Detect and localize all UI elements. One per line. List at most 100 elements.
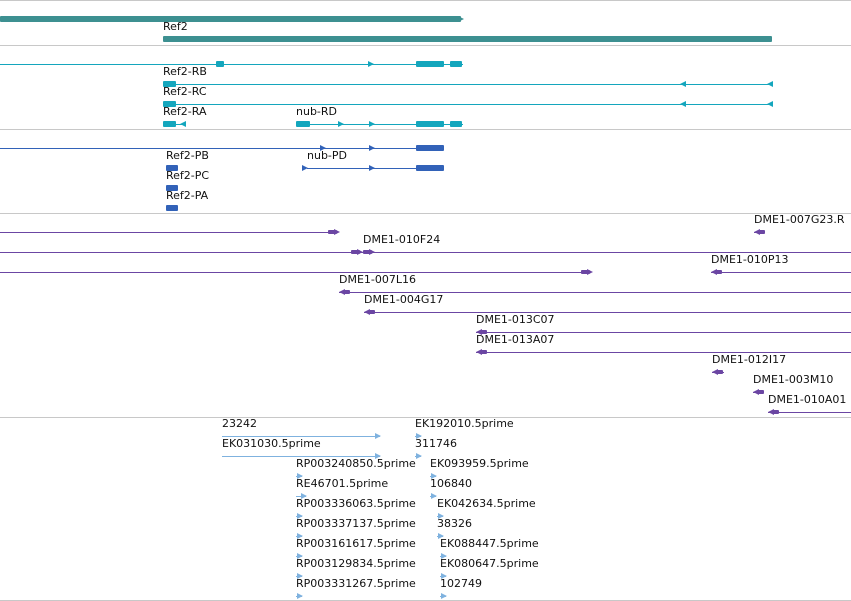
est-strand-arrow-icon bbox=[441, 593, 447, 599]
transcript-exon[interactable] bbox=[450, 61, 462, 67]
clone-end-block[interactable] bbox=[363, 250, 372, 254]
clone-end-block[interactable] bbox=[481, 350, 487, 354]
reverse-strand-arrow-icon bbox=[476, 349, 482, 355]
forward-strand-arrow-icon bbox=[357, 249, 363, 255]
forward-strand-arrow-icon bbox=[334, 229, 340, 235]
est-strand-arrow-icon bbox=[431, 473, 437, 479]
reverse-strand-arrow-icon bbox=[180, 121, 186, 127]
protein-exon[interactable] bbox=[166, 205, 178, 211]
est-strand-arrow-icon bbox=[297, 573, 303, 579]
transcript-intron-line bbox=[0, 64, 463, 65]
protein-label: nub-PD bbox=[307, 149, 347, 162]
transcript-exon[interactable] bbox=[163, 81, 176, 87]
clone-span-line bbox=[0, 272, 590, 273]
transcript-exon[interactable] bbox=[450, 121, 462, 127]
transcript-exon[interactable] bbox=[296, 121, 310, 127]
clone-label: DME1-007L16 bbox=[339, 273, 416, 286]
protein-exon[interactable] bbox=[166, 185, 178, 191]
protein-label: Ref2-PB bbox=[166, 149, 209, 162]
track-separator bbox=[0, 0, 851, 1]
est-strand-arrow-icon bbox=[431, 493, 437, 499]
clone-label: DME1-010F24 bbox=[363, 233, 441, 246]
est-strand-arrow-icon bbox=[301, 493, 307, 499]
est-strand-arrow-icon bbox=[441, 553, 447, 559]
protein-exon[interactable] bbox=[416, 165, 444, 171]
clone-span-line bbox=[0, 252, 360, 253]
est-strand-arrow-icon bbox=[416, 453, 422, 459]
clone-end-block[interactable] bbox=[481, 330, 487, 334]
reverse-strand-arrow-icon bbox=[364, 309, 370, 315]
protein-label: Ref2-PC bbox=[166, 169, 210, 182]
clone-label: DME1-010P13 bbox=[711, 253, 789, 266]
clone-span-line bbox=[476, 352, 851, 353]
transcript-exon[interactable] bbox=[163, 121, 176, 127]
est-label: RP003336063.5prime bbox=[296, 497, 416, 510]
clone-label: DME1-003M10 bbox=[753, 373, 834, 386]
est-strand-arrow-icon bbox=[375, 433, 381, 439]
forward-strand-arrow-icon bbox=[369, 249, 375, 255]
forward-strand-arrow-icon bbox=[320, 145, 326, 151]
transcript-exon[interactable] bbox=[416, 121, 444, 127]
protein-exon[interactable] bbox=[166, 165, 178, 171]
clone-end-block[interactable] bbox=[344, 290, 350, 294]
clone-end-block[interactable] bbox=[717, 370, 723, 374]
reverse-strand-arrow-icon bbox=[767, 101, 773, 107]
est-label: EK031030.5prime bbox=[222, 437, 321, 450]
track-separator bbox=[0, 45, 851, 46]
est-strand-arrow-icon bbox=[297, 513, 303, 519]
est-label: 38326 bbox=[437, 517, 472, 530]
reverse-strand-arrow-icon bbox=[476, 329, 482, 335]
track-separator bbox=[0, 417, 851, 418]
clone-label: DME1-010A01 bbox=[768, 393, 847, 406]
clone-end-block[interactable] bbox=[351, 250, 360, 254]
clone-end-block[interactable] bbox=[581, 270, 590, 274]
est-span-line bbox=[222, 456, 380, 457]
clone-end-block[interactable] bbox=[716, 270, 722, 274]
transcript-exon[interactable] bbox=[416, 61, 444, 67]
gene-feature[interactable] bbox=[163, 36, 772, 42]
clone-span-line bbox=[711, 272, 851, 273]
est-label: RE46701.5prime bbox=[296, 477, 389, 490]
est-label: EK042634.5prime bbox=[437, 497, 536, 510]
transcript-exon[interactable] bbox=[216, 61, 224, 67]
est-strand-arrow-icon bbox=[441, 573, 447, 579]
clone-span-line bbox=[0, 252, 851, 253]
reverse-strand-arrow-icon bbox=[712, 369, 718, 375]
clone-span-line bbox=[364, 312, 851, 313]
reverse-strand-arrow-icon bbox=[680, 101, 686, 107]
est-label: 311746 bbox=[415, 437, 457, 450]
transcript-intron-line bbox=[296, 124, 463, 125]
gene-strand-arrow-icon bbox=[458, 16, 464, 22]
protein-intron-line bbox=[307, 168, 444, 169]
clone-label: DME1-004G17 bbox=[364, 293, 444, 306]
clone-label: DME1-013C07 bbox=[476, 313, 555, 326]
protein-exon[interactable] bbox=[416, 145, 444, 151]
clone-span-line bbox=[476, 332, 851, 333]
clone-end-block[interactable] bbox=[328, 230, 337, 234]
clone-label: DME1-013A07 bbox=[476, 333, 555, 346]
clone-span-line bbox=[339, 292, 851, 293]
transcript-label: nub-RD bbox=[296, 105, 338, 118]
clone-end-block[interactable] bbox=[759, 230, 765, 234]
est-label: RP003240850.5prime bbox=[296, 457, 416, 470]
forward-strand-arrow-icon bbox=[302, 165, 308, 171]
est-label: EK192010.5prime bbox=[415, 417, 514, 430]
est-strand-arrow-icon bbox=[438, 533, 444, 539]
forward-strand-arrow-icon bbox=[369, 165, 375, 171]
est-label: 106840 bbox=[430, 477, 472, 490]
reverse-strand-arrow-icon bbox=[680, 81, 686, 87]
est-strand-arrow-icon bbox=[297, 553, 303, 559]
clone-end-block[interactable] bbox=[369, 310, 375, 314]
est-strand-arrow-icon bbox=[438, 513, 444, 519]
est-label: EK093959.5prime bbox=[430, 457, 529, 470]
transcript-intron-line bbox=[163, 84, 772, 85]
clone-end-block[interactable] bbox=[773, 410, 779, 414]
est-span-line bbox=[222, 436, 380, 437]
reverse-strand-arrow-icon bbox=[754, 229, 760, 235]
transcript-exon[interactable] bbox=[163, 101, 176, 107]
est-label: EK080647.5prime bbox=[440, 557, 539, 570]
clone-end-block[interactable] bbox=[758, 390, 764, 394]
transcript-label: Ref2-RB bbox=[163, 65, 207, 78]
est-label: 23242 bbox=[222, 417, 257, 430]
gene-feature[interactable] bbox=[0, 16, 461, 22]
